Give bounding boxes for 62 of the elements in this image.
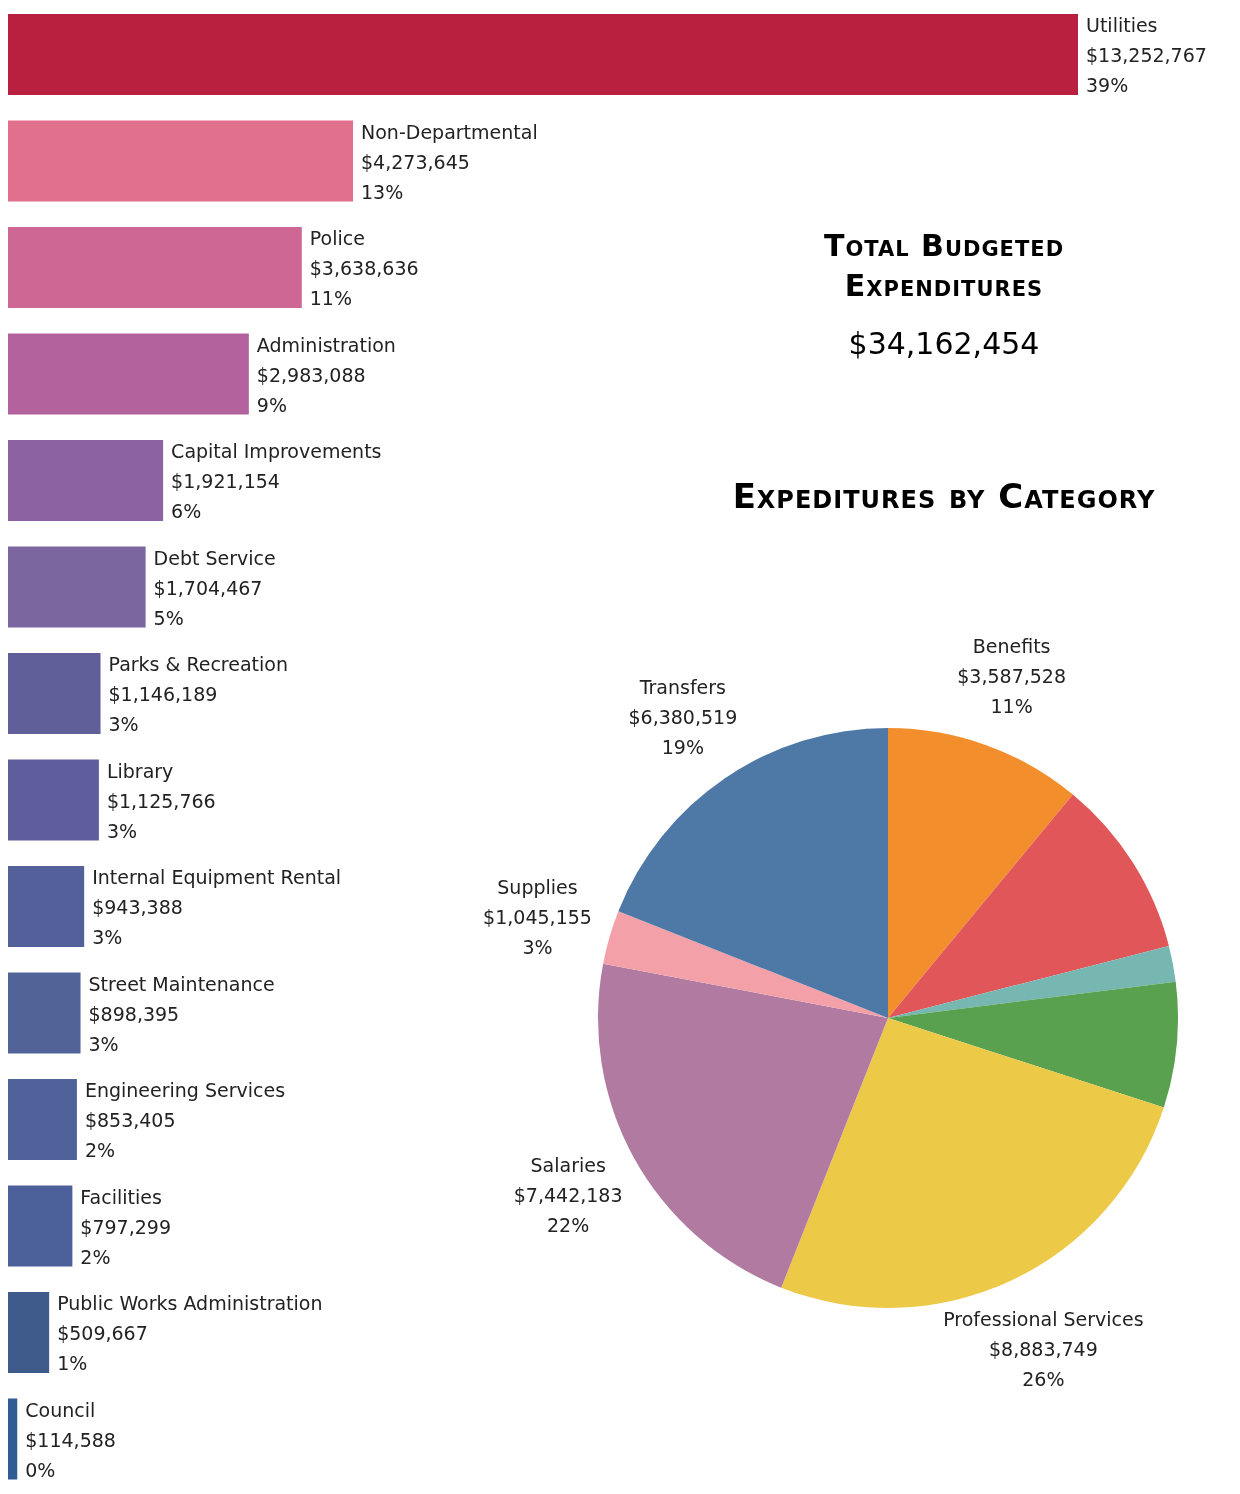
bar xyxy=(8,546,146,628)
text: Total Budgeted Expenditures xyxy=(823,228,1065,303)
data-label: $797,299 2% xyxy=(80,1215,172,1268)
y-tick-label: Internal Equipment Rental xyxy=(92,866,342,888)
y-tick-label: Debt Service xyxy=(153,546,276,569)
y-tick-label: Council xyxy=(25,1398,96,1421)
data-label: $3,638,636 11% xyxy=(309,257,419,309)
y-tick-label: Library xyxy=(106,759,174,782)
bar xyxy=(8,972,81,1054)
data-label: $1,704,467 5% xyxy=(153,576,263,629)
pie-slice xyxy=(888,981,1178,1108)
data-label: $13,252,767 39% xyxy=(1086,44,1207,96)
data-label: $114,588 0% xyxy=(25,1428,116,1481)
data-label: $509,667 1% xyxy=(57,1322,148,1374)
bar xyxy=(8,759,99,841)
y-tick-label: Public Works Administration xyxy=(57,1292,323,1314)
bar xyxy=(8,653,101,734)
bar xyxy=(8,1398,18,1480)
pie-slice xyxy=(618,728,888,1018)
data-label: $7,442,183 22% xyxy=(513,1183,623,1236)
y-tick-label: Engineering Services xyxy=(84,1079,286,1101)
bar xyxy=(8,440,164,521)
pie-slice xyxy=(888,794,1169,1018)
data-label: $8,883,749 26% xyxy=(989,1338,1098,1391)
slice-label: Supplies xyxy=(497,876,578,899)
data-label: $943,388 3% xyxy=(92,896,183,948)
y-tick-label: Utilities xyxy=(1086,14,1158,36)
y-tick-label: Capital Improvements xyxy=(171,440,382,462)
bar xyxy=(8,1079,77,1160)
data-label: $1,125,766 3% xyxy=(106,789,216,842)
bar xyxy=(8,227,302,308)
pie-slice xyxy=(888,728,1073,1018)
data-label: $2,983,088 9% xyxy=(256,363,366,416)
chart-title: Expeditures by Category xyxy=(732,476,1156,516)
slice-label: Salaries xyxy=(530,1153,606,1176)
data-label: $1,045,155 3% xyxy=(483,906,592,959)
y-tick-label: Police xyxy=(309,227,365,249)
y-tick-label: Facilities xyxy=(80,1185,162,1208)
y-tick-label: Parks & Recreation xyxy=(108,653,289,675)
data-label: $1,146,189 3% xyxy=(108,683,218,735)
data-label: $6,380,519 19% xyxy=(628,706,738,759)
text: $34,162,454 xyxy=(848,326,1040,361)
data-label: $898,395 3% xyxy=(88,1002,180,1055)
pie-slice xyxy=(888,945,1176,1018)
data-label: $3,587,528 11% xyxy=(957,664,1067,717)
data-label: $1,921,154 6% xyxy=(171,470,280,522)
pie-slice xyxy=(781,1018,1164,1308)
bar xyxy=(8,120,354,202)
data-label: $853,405 2% xyxy=(84,1109,176,1161)
y-tick-label: Street Maintenance xyxy=(88,972,275,995)
bar xyxy=(8,1185,73,1267)
y-tick-label: Non-Departmental xyxy=(361,120,538,143)
pie-slice xyxy=(603,911,888,1018)
slice-label: Benefits xyxy=(972,634,1051,657)
bar xyxy=(8,333,249,415)
slice-label: Transfers xyxy=(638,676,726,699)
data-label: $4,273,645 13% xyxy=(361,150,470,203)
y-tick-label: Administration xyxy=(256,333,396,356)
slice-label: Professional Services xyxy=(943,1308,1144,1331)
bar xyxy=(8,866,85,947)
bar xyxy=(8,1292,50,1373)
bar xyxy=(8,14,1078,95)
